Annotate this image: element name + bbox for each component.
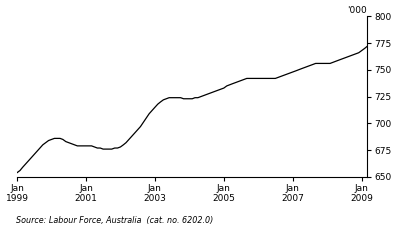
Text: '000: '000 xyxy=(347,6,367,15)
Text: Source: Labour Force, Australia  (cat. no. 6202.0): Source: Labour Force, Australia (cat. no… xyxy=(16,216,213,225)
